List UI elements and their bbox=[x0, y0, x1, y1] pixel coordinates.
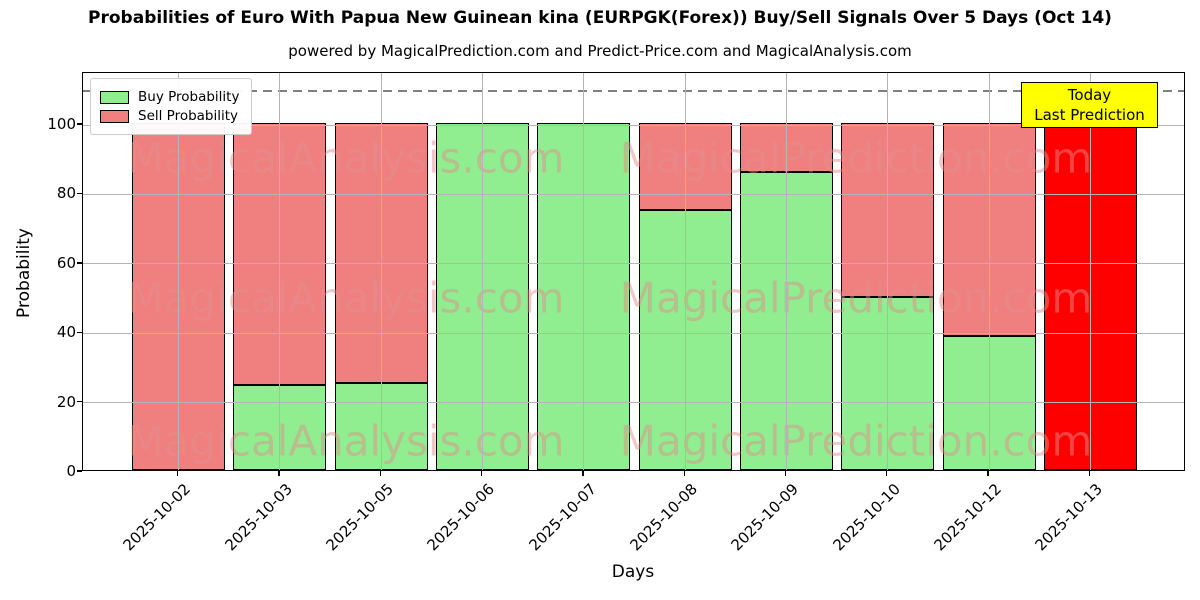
y-tick-mark bbox=[77, 470, 82, 472]
x-tick-mark bbox=[582, 471, 584, 476]
x-tick-label: 2025-10-12 bbox=[930, 480, 1005, 555]
watermark-text: MagicalAnalysis.com bbox=[127, 133, 565, 183]
buy-probability-swatch bbox=[100, 90, 129, 104]
x-gridline bbox=[887, 73, 889, 470]
watermark-text: MagicalAnalysis.com bbox=[127, 273, 565, 323]
annotation-line-last-prediction: Last Prediction bbox=[1034, 106, 1145, 124]
y-gridline bbox=[83, 332, 1184, 334]
x-gridline bbox=[279, 73, 281, 470]
x-tick-label: 2025-10-06 bbox=[423, 480, 499, 555]
y-tick-mark bbox=[77, 262, 82, 264]
dashed-threshold-line bbox=[83, 90, 1184, 92]
y-tick-label: 80 bbox=[56, 184, 76, 203]
y-gridline bbox=[83, 402, 1184, 404]
x-gridline bbox=[482, 73, 484, 470]
x-tick-label: 2025-10-13 bbox=[1031, 480, 1107, 555]
x-tick-label: 2025-10-10 bbox=[829, 480, 904, 555]
y-axis-label: Probability bbox=[14, 228, 34, 318]
annotation-line-today: Today bbox=[1067, 86, 1112, 104]
chart-title: Probabilities of Euro With Papua New Gui… bbox=[88, 8, 1112, 28]
legend: Buy Probability Sell Probability bbox=[90, 78, 253, 135]
x-tick-label: 2025-10-07 bbox=[525, 480, 600, 555]
x-axis-label: Days bbox=[611, 562, 655, 582]
x-tick-label: 2025-10-03 bbox=[221, 480, 296, 555]
x-gridline bbox=[178, 73, 180, 470]
x-tick-label: 2025-10-02 bbox=[120, 480, 195, 555]
watermark-text: MagicalPrediction.com bbox=[619, 273, 1093, 323]
x-tick-mark bbox=[886, 471, 888, 476]
sell-probability-swatch bbox=[100, 109, 129, 123]
x-tick-mark bbox=[784, 471, 787, 476]
today-annotation-box: Today Last Prediction bbox=[1021, 82, 1158, 128]
y-tick-mark bbox=[77, 331, 82, 333]
x-tick-mark bbox=[683, 471, 685, 476]
x-gridline bbox=[583, 73, 585, 470]
y-tick-label: 0 bbox=[66, 462, 76, 480]
y-tick-label: 60 bbox=[56, 253, 76, 272]
x-tick-mark bbox=[379, 471, 381, 476]
y-tick-mark bbox=[77, 123, 82, 125]
legend-item-buy: Buy Probability bbox=[100, 89, 239, 105]
y-tick-label: 100 bbox=[47, 115, 76, 134]
x-tick-mark bbox=[1088, 471, 1091, 476]
y-tick-mark bbox=[77, 192, 82, 195]
x-tick-label: 2025-10-08 bbox=[626, 480, 701, 555]
y-tick-mark bbox=[77, 401, 82, 403]
watermark-text: MagicalAnalysis.com bbox=[127, 416, 565, 466]
x-tick-mark bbox=[177, 471, 179, 476]
x-tick-mark bbox=[278, 471, 280, 476]
x-gridline bbox=[785, 73, 787, 470]
x-tick-label: 2025-10-09 bbox=[727, 480, 803, 555]
y-gridline bbox=[83, 263, 1184, 265]
x-gridline bbox=[380, 73, 382, 470]
x-tick-mark bbox=[480, 471, 483, 476]
plot-area: MagicalAnalysis.com MagicalPrediction.co… bbox=[82, 72, 1185, 471]
x-gridline bbox=[988, 73, 990, 470]
y-gridline bbox=[83, 193, 1184, 195]
legend-item-sell: Sell Probability bbox=[100, 108, 239, 124]
x-tick-mark bbox=[987, 471, 989, 476]
watermark-text: MagicalPrediction.com bbox=[619, 133, 1093, 183]
y-tick-label: 40 bbox=[56, 323, 76, 342]
x-gridline bbox=[1089, 73, 1091, 470]
legend-label-buy: Buy Probability bbox=[138, 89, 240, 105]
x-tick-label: 2025-10-05 bbox=[322, 480, 397, 555]
chart-subtitle: powered by MagicalPrediction.com and Pre… bbox=[288, 42, 912, 60]
y-tick-label: 20 bbox=[56, 392, 76, 411]
x-gridline bbox=[684, 73, 686, 470]
legend-label-sell: Sell Probability bbox=[138, 108, 239, 124]
y-gridline bbox=[83, 124, 1184, 126]
watermark-text: MagicalPrediction.com bbox=[619, 416, 1093, 466]
